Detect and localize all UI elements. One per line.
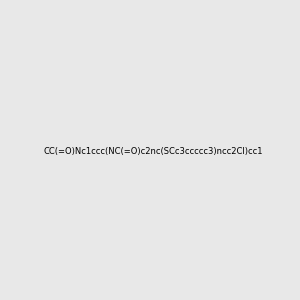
Text: CC(=O)Nc1ccc(NC(=O)c2nc(SCc3ccccc3)ncc2Cl)cc1: CC(=O)Nc1ccc(NC(=O)c2nc(SCc3ccccc3)ncc2C… [44,147,263,156]
